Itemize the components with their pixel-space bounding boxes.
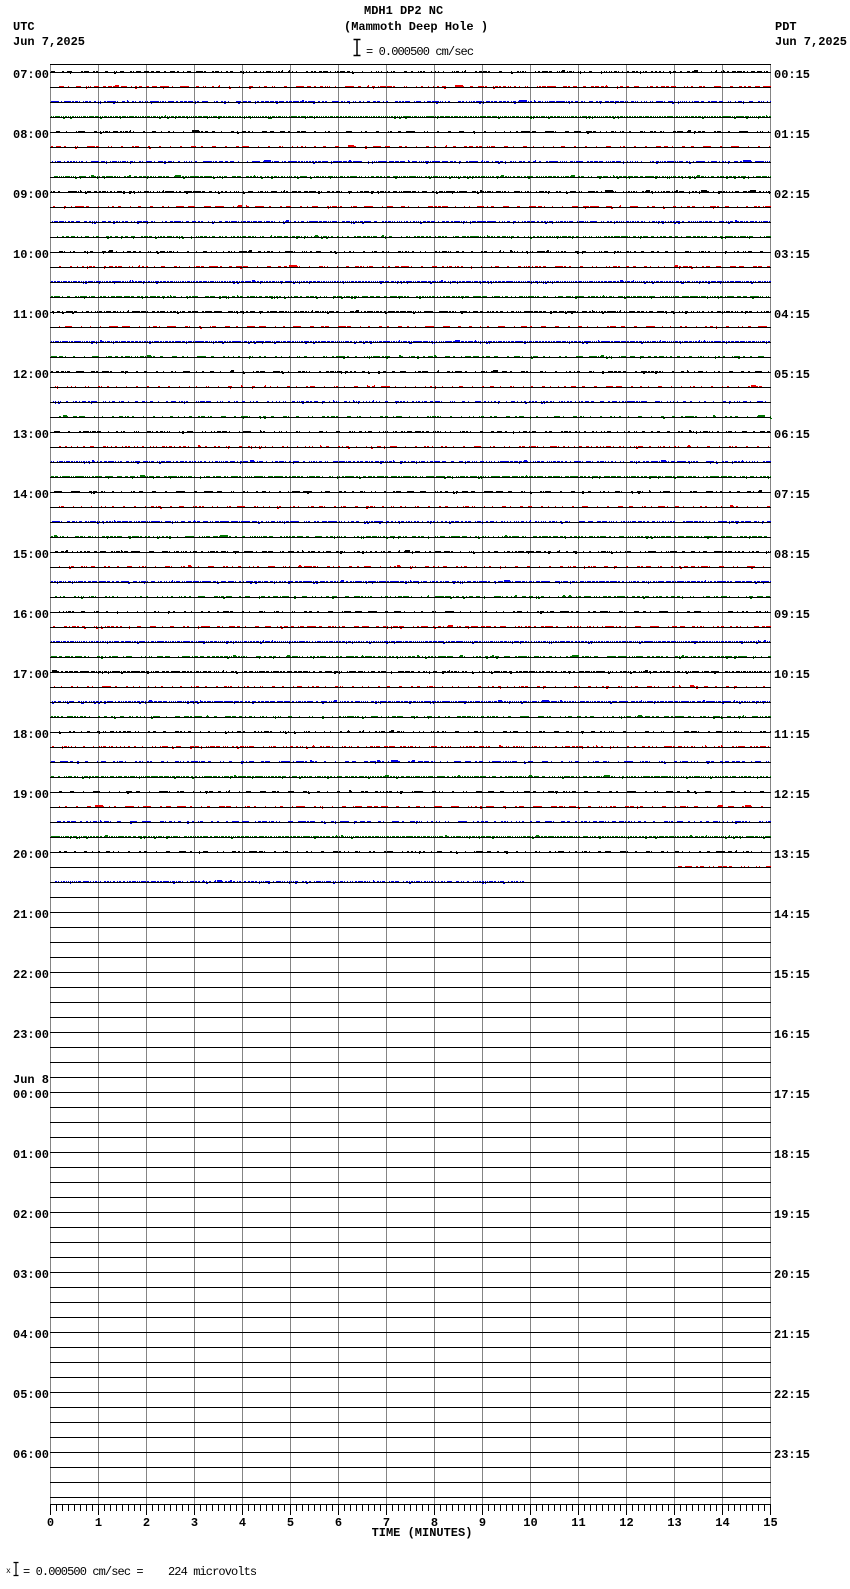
svg-text:07:00: 07:00 xyxy=(13,68,49,82)
svg-text:15: 15 xyxy=(763,1516,777,1530)
svg-text:22:00: 22:00 xyxy=(13,968,49,982)
svg-text:PDT: PDT xyxy=(775,20,797,34)
svg-text:10:00: 10:00 xyxy=(13,248,49,262)
svg-text:00:15: 00:15 xyxy=(774,68,810,82)
svg-text:09:00: 09:00 xyxy=(13,188,49,202)
svg-text:21:00: 21:00 xyxy=(13,908,49,922)
svg-text:07:15: 07:15 xyxy=(774,488,810,502)
svg-text:06:00: 06:00 xyxy=(13,1448,49,1462)
svg-text:04:15: 04:15 xyxy=(774,308,810,322)
svg-text:23:00: 23:00 xyxy=(13,1028,49,1042)
svg-text:9: 9 xyxy=(479,1516,486,1530)
svg-text:11:00: 11:00 xyxy=(13,308,49,322)
svg-text:Jun 8: Jun 8 xyxy=(13,1073,49,1087)
svg-text:17:00: 17:00 xyxy=(13,668,49,682)
svg-text:22:15: 22:15 xyxy=(774,1388,810,1402)
svg-text:12: 12 xyxy=(619,1516,633,1530)
svg-text:1: 1 xyxy=(95,1516,102,1530)
svg-text:10:15: 10:15 xyxy=(774,668,810,682)
svg-text:03:00: 03:00 xyxy=(13,1268,49,1282)
svg-text:08:15: 08:15 xyxy=(774,548,810,562)
svg-text:13: 13 xyxy=(667,1516,681,1530)
svg-text:03:15: 03:15 xyxy=(774,248,810,262)
svg-text:2: 2 xyxy=(143,1516,150,1530)
svg-text:15:15: 15:15 xyxy=(774,968,810,982)
svg-text:08:00: 08:00 xyxy=(13,128,49,142)
svg-text:20:00: 20:00 xyxy=(13,848,49,862)
svg-text:16:15: 16:15 xyxy=(774,1028,810,1042)
svg-text:4: 4 xyxy=(239,1516,246,1530)
svg-text:18:15: 18:15 xyxy=(774,1148,810,1162)
svg-text:14:15: 14:15 xyxy=(774,908,810,922)
svg-text:12:00: 12:00 xyxy=(13,368,49,382)
svg-text:10: 10 xyxy=(523,1516,537,1530)
svg-text:19:15: 19:15 xyxy=(774,1208,810,1222)
svg-text:UTC: UTC xyxy=(13,20,35,34)
svg-text:11: 11 xyxy=(571,1516,585,1530)
svg-text:= 0.000500 cm/sec: = 0.000500 cm/sec xyxy=(366,45,474,59)
svg-text:8: 8 xyxy=(431,1516,438,1530)
svg-text:TIME (MINUTES): TIME (MINUTES) xyxy=(372,1526,473,1540)
svg-text:224 microvolts: 224 microvolts xyxy=(168,1565,257,1579)
svg-text:20:15: 20:15 xyxy=(774,1268,810,1282)
svg-text:04:00: 04:00 xyxy=(13,1328,49,1342)
svg-text:18:00: 18:00 xyxy=(13,728,49,742)
svg-text:11:15: 11:15 xyxy=(774,728,810,742)
svg-text:01:00: 01:00 xyxy=(13,1148,49,1162)
svg-text:0: 0 xyxy=(47,1516,54,1530)
svg-text:17:15: 17:15 xyxy=(774,1088,810,1102)
svg-text:01:15: 01:15 xyxy=(774,128,810,142)
svg-text:19:00: 19:00 xyxy=(13,788,49,802)
svg-text:3: 3 xyxy=(191,1516,198,1530)
svg-text:14: 14 xyxy=(715,1516,729,1530)
svg-text:Jun 7,2025: Jun 7,2025 xyxy=(775,35,847,49)
svg-text:02:00: 02:00 xyxy=(13,1208,49,1222)
svg-text:Jun 7,2025: Jun 7,2025 xyxy=(13,35,85,49)
svg-text:05:15: 05:15 xyxy=(774,368,810,382)
svg-text:16:00: 16:00 xyxy=(13,608,49,622)
svg-text:00:00: 00:00 xyxy=(13,1088,49,1102)
svg-text:MDH1 DP2 NC: MDH1 DP2 NC xyxy=(364,4,443,18)
svg-text:13:00: 13:00 xyxy=(13,428,49,442)
svg-text:(Mammoth Deep Hole ): (Mammoth Deep Hole ) xyxy=(344,20,488,34)
svg-text:23:15: 23:15 xyxy=(774,1448,810,1462)
svg-text:06:15: 06:15 xyxy=(774,428,810,442)
svg-text:09:15: 09:15 xyxy=(774,608,810,622)
svg-text:12:15: 12:15 xyxy=(774,788,810,802)
svg-text:6: 6 xyxy=(335,1516,342,1530)
svg-text:= 0.000500 cm/sec =: = 0.000500 cm/sec = xyxy=(23,1565,143,1579)
svg-text:02:15: 02:15 xyxy=(774,188,810,202)
svg-text:05:00: 05:00 xyxy=(13,1388,49,1402)
svg-text:15:00: 15:00 xyxy=(13,548,49,562)
svg-text:14:00: 14:00 xyxy=(13,488,49,502)
svg-text:x: x xyxy=(6,1567,11,1576)
svg-text:5: 5 xyxy=(287,1516,294,1530)
svg-text:13:15: 13:15 xyxy=(774,848,810,862)
svg-text:7: 7 xyxy=(383,1516,390,1530)
svg-text:21:15: 21:15 xyxy=(774,1328,810,1342)
